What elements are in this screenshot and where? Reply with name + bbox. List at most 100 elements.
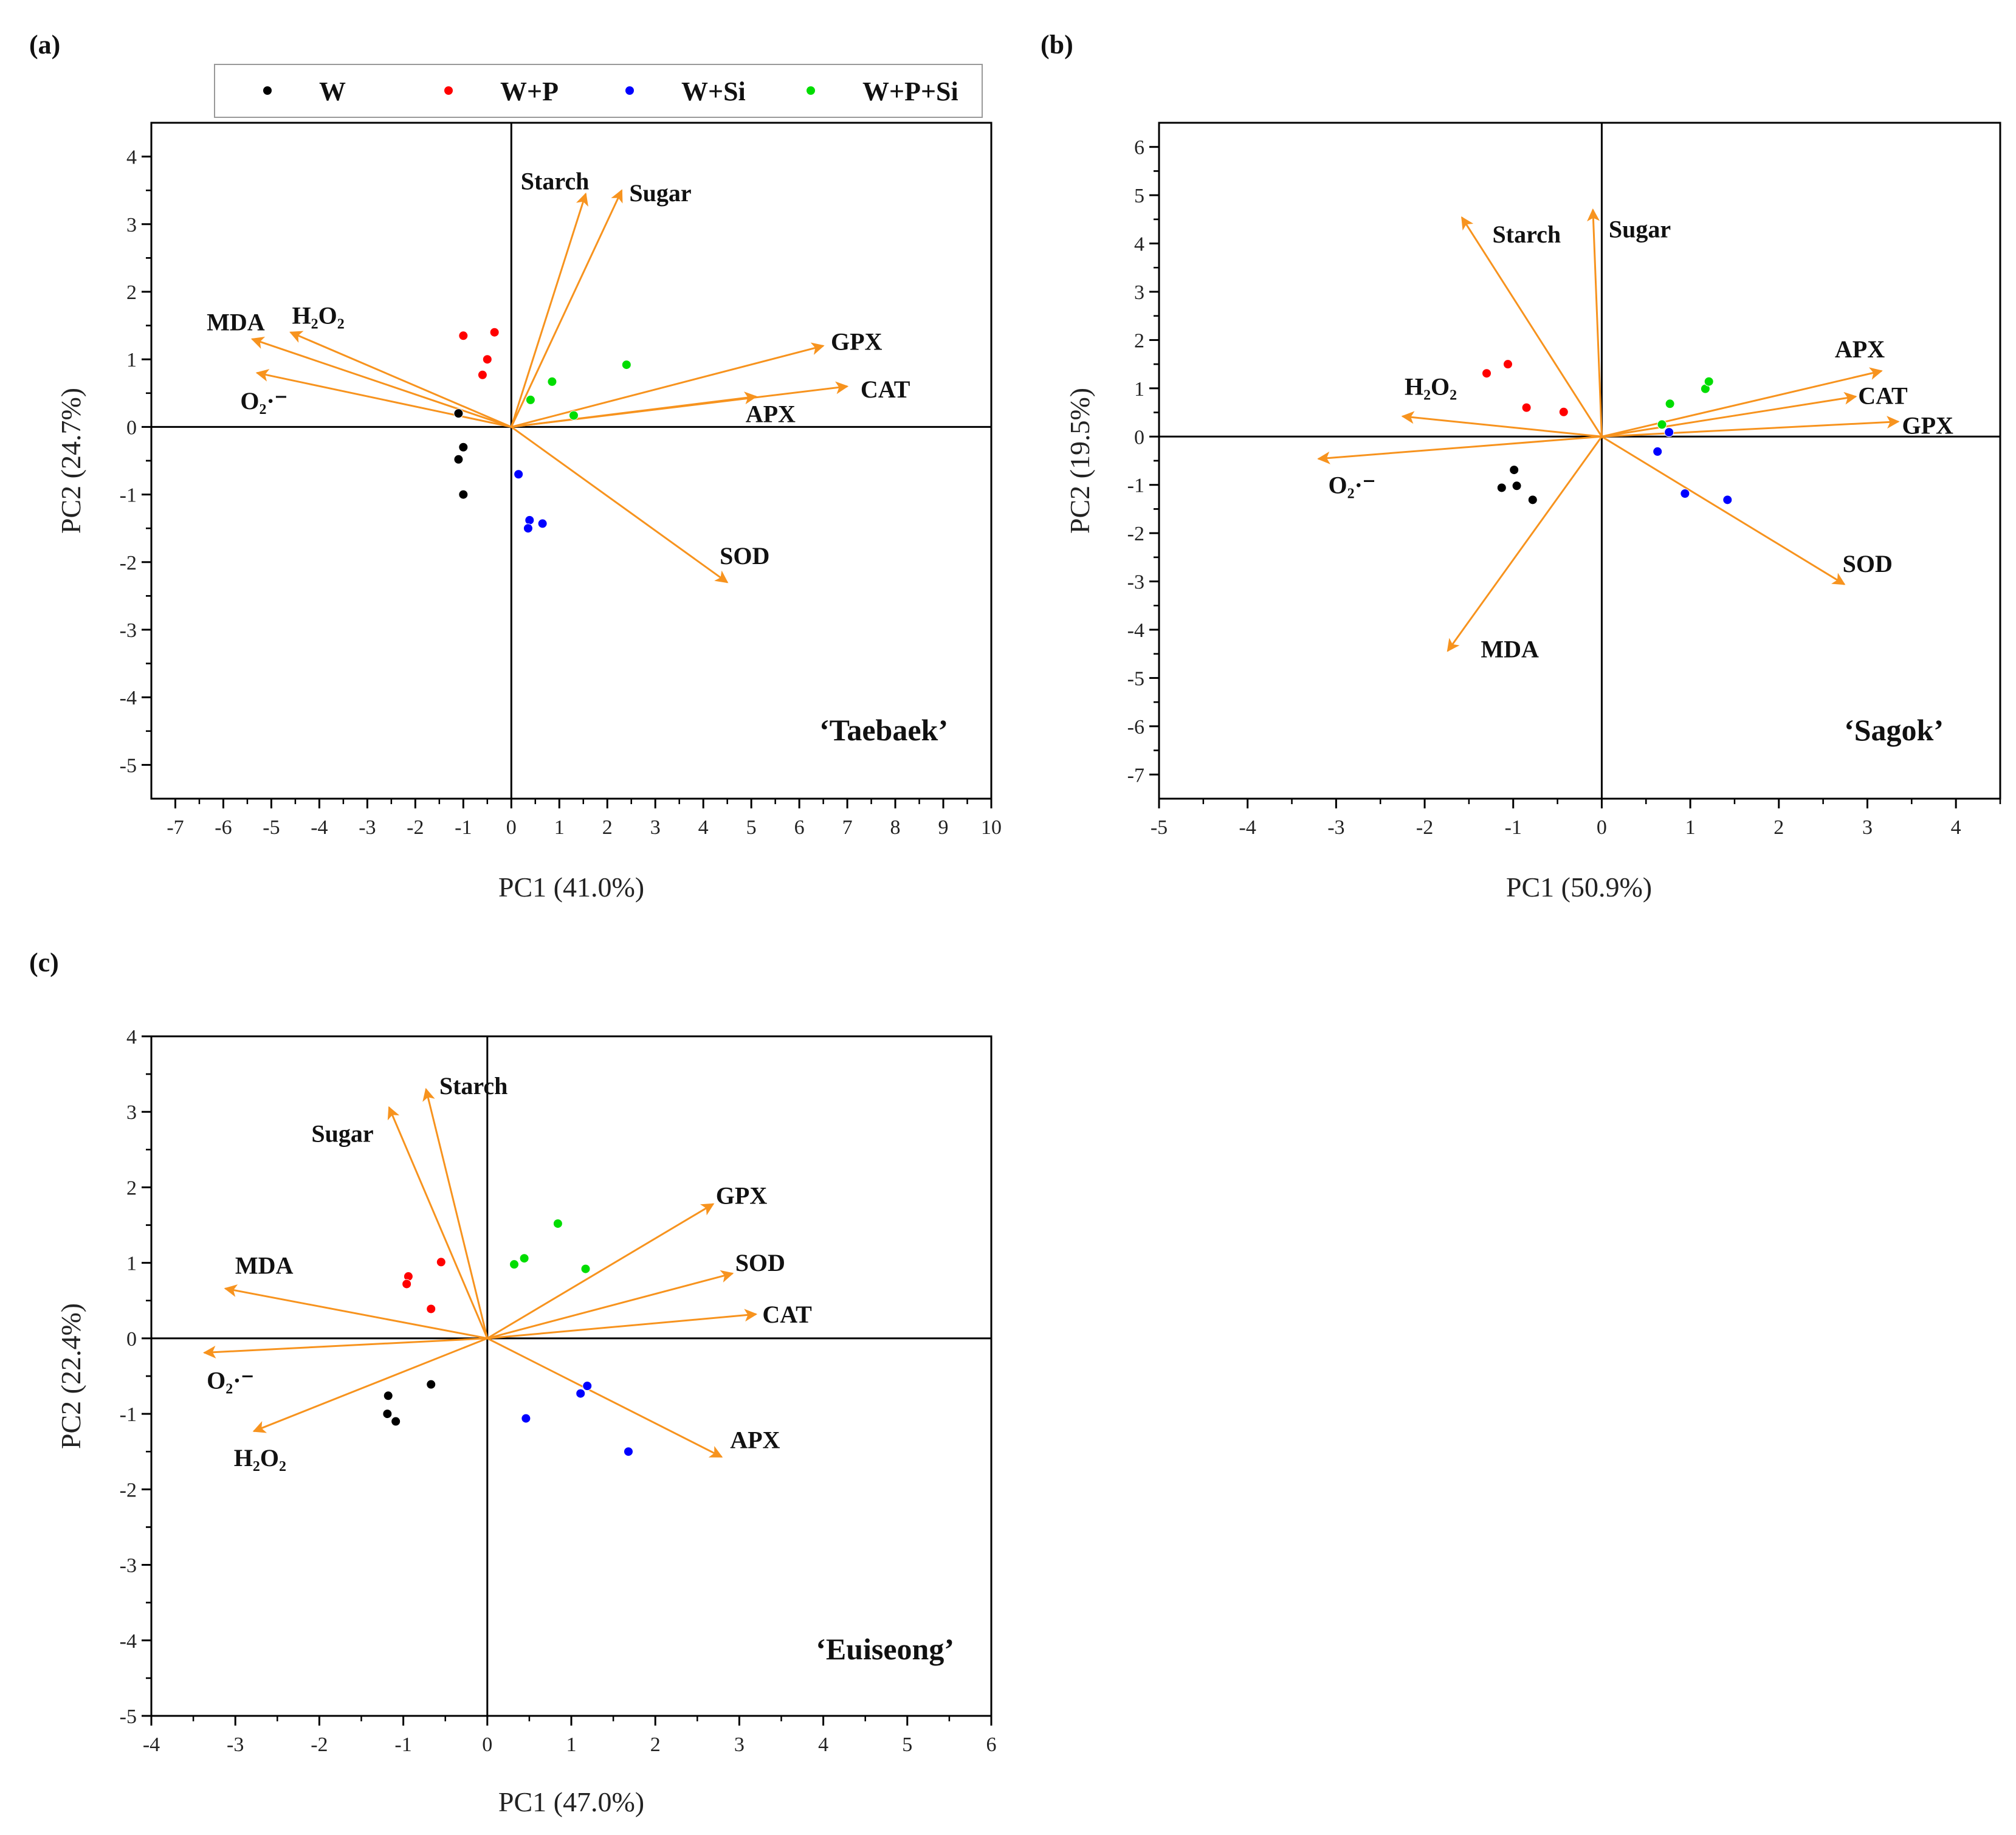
data-point-w-si xyxy=(1653,446,1663,456)
loading-label: Sugar xyxy=(629,179,691,207)
legend-marker xyxy=(444,86,453,95)
loading-arrow-starch xyxy=(422,1087,489,1339)
x-tick-label: -2 xyxy=(311,1733,328,1756)
plot-frame xyxy=(1158,122,2001,800)
y-axis-title: PC2 (19.5%) xyxy=(1064,388,1095,534)
data-point-w xyxy=(383,1391,393,1401)
y-axis-title: PC2 (22.4%) xyxy=(55,1303,86,1449)
loading-label: APX xyxy=(746,400,796,427)
loading-label: APX xyxy=(1835,336,1885,363)
legend-marker xyxy=(625,86,634,95)
x-tick-label: 0 xyxy=(1597,816,1607,839)
y-tick-label: -2 xyxy=(120,1479,137,1501)
loading-label: GPX xyxy=(716,1182,768,1210)
legend: W W+P W+Si W+P+Si xyxy=(214,64,983,118)
y-tick-label: 0 xyxy=(126,1328,137,1351)
data-point-w-p-si xyxy=(621,360,631,370)
loading-label: MDA xyxy=(1481,635,1539,663)
data-point-w-p-si xyxy=(1657,419,1667,430)
panel-label: (a) xyxy=(29,30,60,60)
y-tick-label: 6 xyxy=(1134,137,1144,159)
loading-label: SOD xyxy=(1843,550,1893,577)
loading-arrow-gpx xyxy=(487,1203,715,1340)
x-tick-label: 7 xyxy=(842,816,853,839)
loading-label: O₂·⁻ xyxy=(1329,471,1376,498)
data-point-w-p-si xyxy=(568,410,579,421)
y-tick-label: -3 xyxy=(1127,571,1144,594)
x-tick-label: -2 xyxy=(1416,816,1433,839)
cultivar-label: ‘Euiseong’ xyxy=(816,1632,954,1666)
x-tick-label: 8 xyxy=(890,816,901,839)
data-point-w xyxy=(1496,483,1507,493)
x-tick-label: 4 xyxy=(818,1733,828,1756)
data-point-w-p-si xyxy=(525,394,535,405)
legend-label: W xyxy=(319,77,346,106)
panel-label: (b) xyxy=(1041,30,1073,60)
x-tick-label: -3 xyxy=(1327,816,1344,839)
data-point-w xyxy=(391,1416,401,1427)
panel-label: (c) xyxy=(29,948,59,977)
data-point-w-si xyxy=(1680,489,1690,499)
x-axis-title: PC1 (50.9%) xyxy=(1506,872,1652,903)
x-tick-label: 4 xyxy=(1951,816,1961,839)
loading-arrow-o xyxy=(255,369,512,428)
loading-arrow-apx xyxy=(487,1337,723,1458)
data-point-w-p xyxy=(1558,407,1569,417)
x-tick-label: -7 xyxy=(167,816,184,839)
x-tick-label: -4 xyxy=(1239,816,1256,839)
data-point-w xyxy=(1527,495,1538,505)
x-tick-label: -6 xyxy=(215,816,232,839)
loading-label: Starch xyxy=(439,1072,508,1100)
data-point-w-p-si xyxy=(547,376,557,387)
x-tick-label: 2 xyxy=(650,1733,661,1756)
loading-arrow-sod xyxy=(1601,436,1846,585)
loading-label: MDA xyxy=(235,1251,294,1279)
x-tick-label: -2 xyxy=(407,816,424,839)
y-tick-label: -5 xyxy=(1127,667,1144,690)
loading-arrow-o xyxy=(1317,435,1602,464)
x-tick-label: 3 xyxy=(650,816,661,839)
y-tick-label: -3 xyxy=(120,1555,137,1577)
x-tick-label: 3 xyxy=(1862,816,1873,839)
y-tick-label: 0 xyxy=(1134,426,1144,449)
data-point-w-p xyxy=(458,331,469,341)
y-tick-label: -2 xyxy=(120,552,137,574)
y-tick-label: -4 xyxy=(1127,619,1144,642)
y-tick-label: -3 xyxy=(120,619,137,642)
cultivar-label: ‘Taebaek’ xyxy=(819,713,948,747)
x-tick-label: -3 xyxy=(359,816,376,839)
x-tick-label: 2 xyxy=(1773,816,1784,839)
loading-arrow-sod xyxy=(487,1270,734,1340)
loading-label: Starch xyxy=(521,168,590,195)
x-tick-label: -4 xyxy=(311,816,328,839)
data-point-w xyxy=(426,1379,436,1389)
loading-label: GPX xyxy=(1902,411,1953,439)
y-tick-label: 3 xyxy=(1134,281,1144,304)
loading-arrow-ho xyxy=(252,1337,488,1433)
loading-arrow-o xyxy=(202,1337,487,1359)
data-point-w-si xyxy=(525,515,535,525)
data-point-w xyxy=(453,454,464,464)
x-axis-title: PC1 (47.0%) xyxy=(498,1786,644,1817)
data-point-w-p-si xyxy=(509,1259,520,1270)
loading-label: CAT xyxy=(1858,382,1908,410)
x-tick-label: 1 xyxy=(1685,816,1696,839)
data-point-w xyxy=(453,408,464,419)
legend-label: W+P xyxy=(500,77,559,106)
data-point-w-p-si xyxy=(519,1253,529,1264)
loading-arrow-sugar xyxy=(1587,208,1603,437)
loading-arrow-mda xyxy=(250,336,512,428)
x-axis-title: PC1 (41.0%) xyxy=(498,872,644,903)
data-point-w-si xyxy=(521,1413,531,1424)
panel-b: -5 -4 -3 -2 -1 0 1 2 3 4 -7 -6 -5 -4 -3 -2 -1 0 1 2 3 4 5 6 PC1 … xyxy=(1041,30,2001,903)
y-tick-label: 3 xyxy=(126,1101,137,1124)
data-point-w-si xyxy=(1664,427,1674,438)
x-tick-label: 10 xyxy=(981,816,1002,839)
data-point-w-p xyxy=(402,1279,412,1289)
x-tick-label: 5 xyxy=(902,1733,912,1756)
x-tick-label: -5 xyxy=(263,816,280,839)
data-point-w-p xyxy=(426,1304,436,1314)
loading-arrow-starch xyxy=(510,192,588,427)
y-tick-label: -1 xyxy=(120,484,137,507)
loading-label: GPX xyxy=(831,328,882,355)
